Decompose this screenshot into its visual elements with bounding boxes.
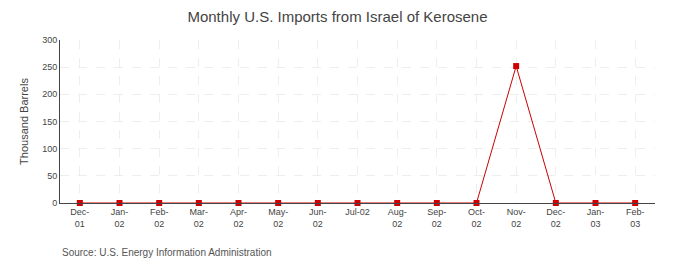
- svg-text:Aug-02: Aug-02: [388, 207, 407, 229]
- svg-text:Dec-01: Dec-01: [70, 207, 89, 229]
- svg-text:Sep-02: Sep-02: [427, 207, 446, 229]
- svg-text:Jan-02: Jan-02: [111, 207, 129, 229]
- svg-text:Oct-02: Oct-02: [468, 207, 485, 229]
- svg-text:200: 200: [42, 89, 57, 99]
- svg-text:Dec-02: Dec-02: [546, 207, 565, 229]
- svg-text:Thousand Barrels: Thousand Barrels: [18, 78, 30, 165]
- svg-text:Jun-02: Jun-02: [309, 207, 327, 229]
- svg-text:Jan-03: Jan-03: [587, 207, 605, 229]
- svg-text:0: 0: [52, 198, 57, 208]
- svg-text:300: 300: [42, 35, 57, 45]
- svg-text:Jul-02: Jul-02: [345, 207, 370, 217]
- svg-text:Nov-02: Nov-02: [507, 207, 526, 229]
- svg-text:250: 250: [42, 62, 57, 72]
- svg-text:Source: U.S. Energy Informatio: Source: U.S. Energy Information Administ…: [62, 247, 272, 258]
- svg-text:Mar-02: Mar-02: [190, 207, 209, 229]
- svg-text:Feb-03: Feb-03: [626, 207, 645, 229]
- svg-text:Monthly U.S. Imports from Isra: Monthly U.S. Imports from Israel of Kero…: [187, 8, 487, 25]
- svg-text:Feb-02: Feb-02: [150, 207, 169, 229]
- svg-text:100: 100: [42, 144, 57, 154]
- svg-text:50: 50: [47, 171, 57, 181]
- svg-text:May-02: May-02: [268, 207, 288, 229]
- svg-text:Apr-02: Apr-02: [230, 207, 247, 229]
- svg-text:150: 150: [42, 117, 57, 127]
